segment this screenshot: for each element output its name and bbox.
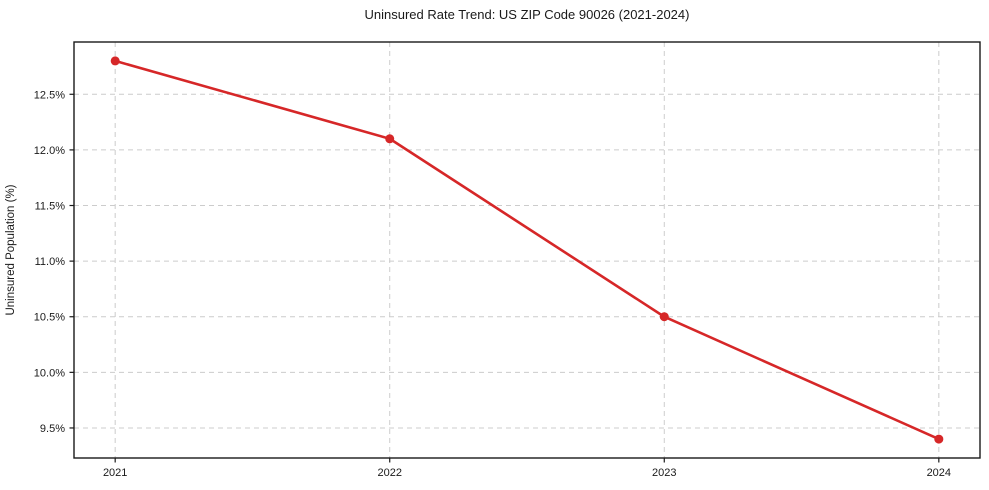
chart-title: Uninsured Rate Trend: US ZIP Code 90026 … <box>364 7 690 22</box>
y-tick-label: 12.0% <box>34 145 65 157</box>
trend-line <box>113 59 941 441</box>
x-tick-label: 2022 <box>377 467 401 479</box>
data-point-2024 <box>934 434 944 444</box>
y-tick-label: 11.5% <box>35 201 66 213</box>
data-point-2022 <box>385 134 395 144</box>
y-tick-label: 10.0% <box>34 367 65 379</box>
y-tick-label: 11.0% <box>35 256 66 268</box>
data-point-2023 <box>659 312 669 322</box>
x-tick-label: 2024 <box>927 467 951 479</box>
y-axis-label: Uninsured Population (%) <box>5 184 17 316</box>
axes-spines <box>73 41 981 459</box>
data-point-2021 <box>110 56 120 66</box>
y-tick-label: 9.5% <box>40 423 65 435</box>
x-tick-label: 2023 <box>652 467 676 479</box>
x-tick-label: 2021 <box>103 467 127 479</box>
y-tick-label: 12.5% <box>34 89 65 101</box>
y-tick-label: 10.5% <box>34 312 65 324</box>
